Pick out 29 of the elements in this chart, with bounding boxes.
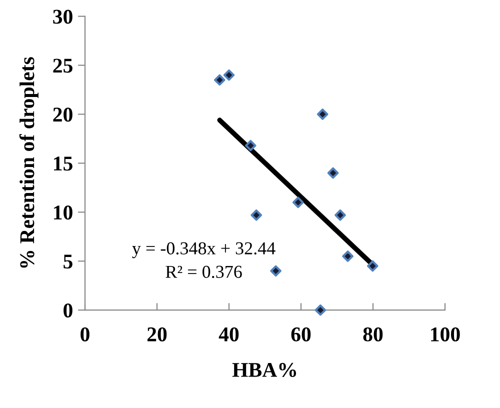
point [327, 167, 339, 179]
y-tick-label: 15 [54, 156, 72, 171]
x-tick-label: 40 [218, 327, 239, 342]
y-tick-label: 5 [64, 254, 72, 269]
point [334, 209, 346, 221]
y-tick-label: 0 [64, 303, 72, 318]
x-tick-label: 0 [80, 327, 90, 342]
point [214, 74, 226, 86]
y-tick-label: 10 [54, 206, 72, 220]
x-tick-label: 20 [147, 327, 167, 342]
x-tick-label: 80 [363, 327, 383, 342]
point [316, 108, 328, 120]
point [223, 69, 235, 81]
y-axis-title: % Retention of droplets [19, 57, 38, 268]
point [366, 260, 378, 272]
y-tick-label: 30 [53, 10, 72, 24]
point [250, 209, 262, 221]
x-tick-label: 60 [291, 327, 311, 342]
annotation: y = -0.348x + 32.44 [132, 242, 276, 258]
x-tick-label: 100 [431, 327, 460, 342]
y-tick-label: 25 [53, 58, 72, 73]
point [244, 140, 256, 152]
x-axis-title: HBA% [232, 362, 296, 378]
y-tick-label: 20 [53, 108, 72, 122]
annotation: R² = 0.376 [166, 266, 242, 278]
point [314, 304, 326, 316]
point [342, 250, 354, 262]
point [292, 196, 304, 208]
point [270, 265, 282, 277]
